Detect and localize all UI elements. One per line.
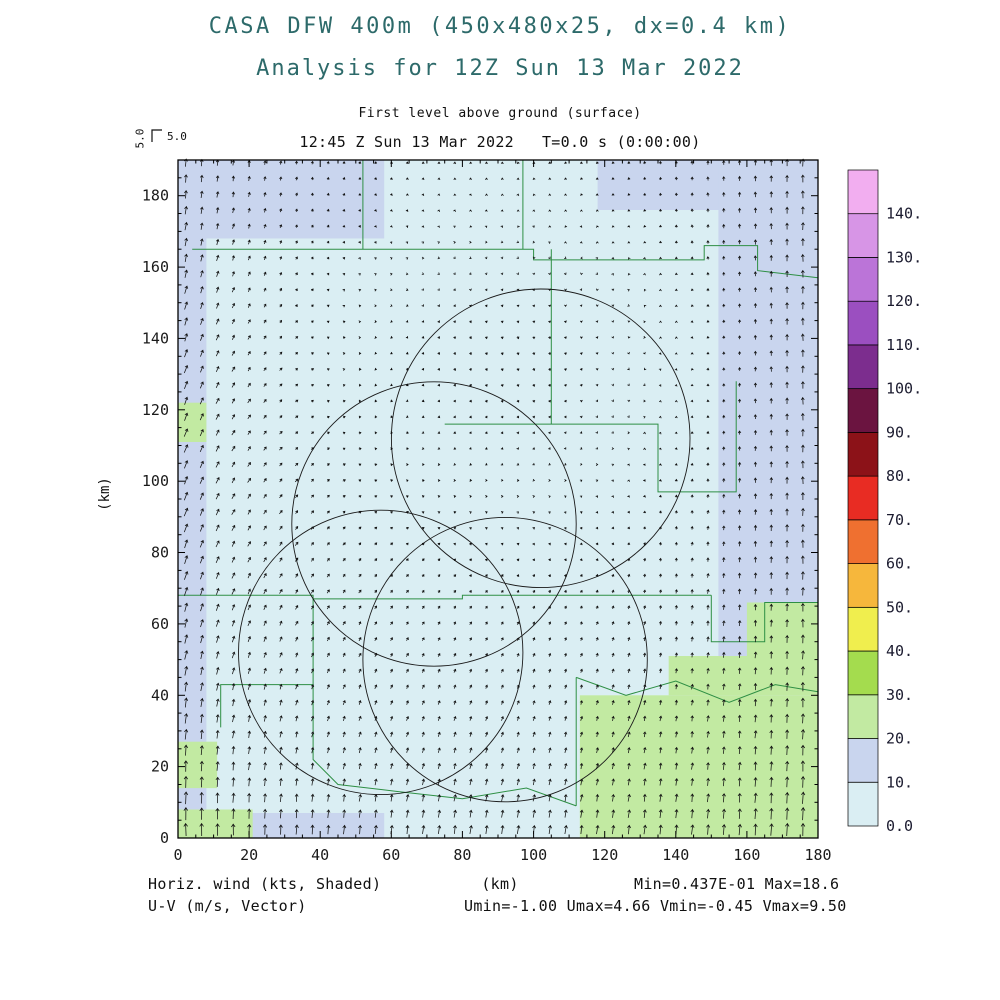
valid-time-label: 12:45 Z Sun 13 Mar 2022 T=0.0 s (0:00:00… [299,133,701,151]
shaded-field-caption: Horiz. wind (kts, Shaded) [148,875,382,893]
svg-text:40: 40 [311,846,329,864]
svg-text:0: 0 [160,829,169,847]
x-axis-unit-label: (km) [481,875,519,893]
svg-text:80: 80 [453,846,471,864]
svg-text:100.: 100. [886,380,922,398]
svg-text:140.: 140. [886,205,922,223]
svg-text:100: 100 [520,846,547,864]
svg-text:0: 0 [173,846,182,864]
svg-text:120.: 120. [886,292,922,310]
svg-text:20: 20 [240,846,258,864]
svg-text:20.: 20. [886,730,913,748]
svg-text:50.: 50. [886,598,913,616]
svg-text:110.: 110. [886,336,922,354]
svg-text:140: 140 [662,846,689,864]
svg-text:40.: 40. [886,642,913,660]
svg-text:30.: 30. [886,686,913,704]
svg-text:100: 100 [142,472,169,490]
svg-text:140: 140 [142,329,169,347]
svg-text:0.0: 0.0 [886,817,913,835]
chart-subtitle: Analysis for 12Z Sun 13 Mar 2022 [256,56,744,81]
svg-text:160: 160 [733,846,760,864]
svg-text:120: 120 [142,401,169,419]
field-minmax-caption: Min=0.437E-01 Max=18.6 [634,875,840,893]
chart-title: CASA DFW 400m (450x480x25, dx=0.4 km) [208,14,792,39]
svg-text:180: 180 [142,187,169,205]
svg-text:20: 20 [151,758,169,776]
svg-text:80.: 80. [886,467,913,485]
svg-text:40: 40 [151,686,169,704]
reference-vector-h-label: 5.0 [167,130,187,143]
svg-text:160: 160 [142,258,169,276]
svg-text:60: 60 [382,846,400,864]
svg-text:10.: 10. [886,773,913,791]
level-label: First level above ground (surface) [358,106,642,121]
svg-text:80: 80 [151,544,169,562]
svg-text:70.: 70. [886,511,913,529]
svg-text:180: 180 [804,846,831,864]
svg-text:90.: 90. [886,423,913,441]
uv-minmax-caption: Umin=-1.00 Umax=4.66 Vmin=-0.45 Vmax=9.5… [464,897,847,915]
svg-text:120: 120 [591,846,618,864]
reference-vector-bracket-icon [151,129,162,142]
svg-text:60.: 60. [886,555,913,573]
svg-text:130.: 130. [886,249,922,267]
vector-field-caption: U-V (m/s, Vector) [148,897,307,915]
svg-text:60: 60 [151,615,169,633]
